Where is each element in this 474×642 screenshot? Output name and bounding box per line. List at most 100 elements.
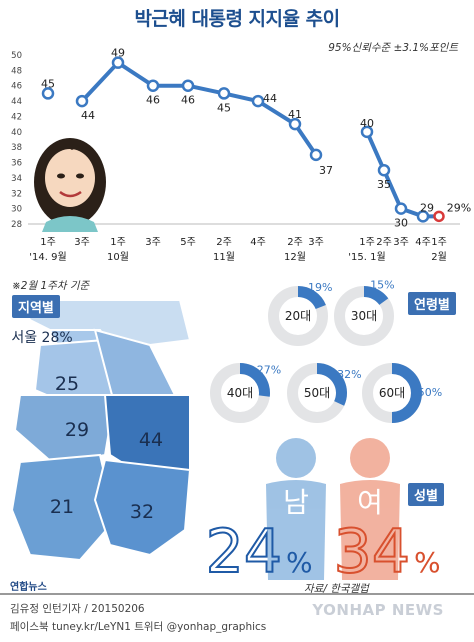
data-point	[251, 94, 265, 108]
female-unit: %	[414, 546, 441, 579]
x-tick-label: 5주	[180, 237, 196, 248]
data-point	[111, 56, 125, 69]
y-tick-label: 30	[11, 205, 22, 215]
male-figure	[266, 438, 326, 580]
social-links: 페이스북 tuney.kr/LeYN1 트위터 @yonhap_graphics	[10, 621, 267, 633]
watermark: YONHAP NEWS	[312, 601, 444, 619]
region-value-label: 44	[139, 429, 163, 451]
data-point	[75, 94, 89, 108]
region-value-label: 서울 28%	[11, 330, 72, 346]
data-label: 44	[81, 109, 95, 122]
age-value-label: 15%	[370, 279, 394, 292]
x-tick-label: 3주	[393, 237, 409, 248]
data-point	[377, 163, 391, 177]
x-tick-sublabel: 11월	[213, 251, 235, 263]
data-label: 35	[377, 178, 391, 191]
y-tick-label: 40	[11, 128, 22, 138]
y-tick-label: 42	[11, 112, 22, 122]
data-label: 45	[217, 101, 231, 114]
data-label: 40	[360, 117, 374, 130]
region-value-label: 25	[55, 373, 79, 395]
donut-slice	[363, 286, 389, 306]
x-tick-sublabel: '14. 9월	[29, 251, 66, 263]
korea-region-map	[10, 299, 192, 562]
donut-slice	[297, 286, 326, 310]
age-category-label: 60대	[379, 386, 405, 400]
donut-hole	[346, 298, 382, 334]
x-tick-label: 2주	[376, 237, 392, 248]
x-tick-label: 1주	[40, 237, 56, 248]
age-section-label: 연령별	[408, 292, 456, 315]
x-tick-sublabel: '15. 1월	[348, 251, 385, 263]
x-tick-label: 1주	[359, 237, 375, 248]
donut-slice	[391, 363, 422, 423]
x-tick-label: 3주	[308, 237, 324, 248]
male-label: 남	[283, 486, 309, 519]
data-point	[394, 202, 408, 215]
byline: 김유정 인턴기자 / 20150206	[10, 603, 145, 615]
data-point	[433, 210, 445, 223]
x-tick-label: 2주	[216, 237, 232, 248]
y-tick-label: 48	[11, 66, 22, 76]
y-tick-label: 34	[11, 174, 22, 184]
age-category-label: 40대	[227, 386, 253, 400]
y-tick-label: 28	[11, 220, 22, 230]
donut-slice	[316, 363, 347, 406]
page-title: 박근혜 대통령 지지율 추이	[134, 8, 340, 30]
data-point	[217, 87, 231, 100]
donut-hole	[374, 375, 410, 411]
female-label: 여	[357, 486, 383, 519]
data-label: 46	[146, 94, 160, 107]
female-figure	[340, 438, 400, 580]
confidence-note: 95%신뢰수준 ±3.1%포인트	[328, 42, 458, 54]
gender-section-label: 성별	[408, 483, 444, 506]
data-point	[416, 210, 430, 223]
male-value: 24	[206, 517, 282, 587]
x-tick-sublabel: 10월	[107, 251, 129, 263]
donut-slice	[239, 363, 270, 397]
data-label: 29	[420, 201, 434, 214]
y-tick-label: 36	[11, 159, 22, 169]
y-tick-label: 46	[11, 82, 22, 92]
x-tick-label: 4주	[415, 237, 431, 248]
male-unit: %	[286, 546, 313, 579]
baseline-note: ※2월 1주차 기준	[12, 280, 90, 292]
series-line	[80, 60, 318, 156]
x-tick-label: 1주	[431, 237, 447, 248]
age-value-label: 32%	[337, 368, 361, 381]
data-point	[41, 87, 55, 100]
age-category-label: 50대	[304, 386, 330, 400]
data-point	[181, 79, 195, 92]
donut-hole	[299, 375, 335, 411]
y-tick-label: 38	[11, 143, 22, 153]
data-point	[360, 125, 374, 139]
data-point	[309, 148, 323, 162]
age-value-label: 50%	[418, 386, 442, 399]
source-note: 자료/ 한국갤럽	[304, 583, 369, 595]
y-tick-label: 32	[11, 189, 22, 199]
age-value-label: 27%	[257, 364, 281, 377]
portrait-illustration	[34, 138, 106, 232]
age-category-label: 20대	[285, 309, 311, 323]
x-tick-label: 4주	[250, 237, 266, 248]
data-label: 29%	[447, 201, 471, 214]
data-label: 44	[263, 92, 277, 105]
region-value-label: 21	[50, 496, 74, 518]
data-label: 49	[111, 47, 125, 60]
data-point	[146, 79, 160, 92]
x-tick-sublabel: 12월	[284, 251, 306, 263]
x-tick-label: 2주	[287, 237, 303, 248]
region-value-label: 29	[65, 419, 89, 441]
data-label: 45	[41, 77, 55, 90]
x-tick-sublabel: 2월	[431, 251, 447, 263]
data-label: 37	[319, 164, 333, 177]
x-tick-label: 1주	[110, 237, 126, 248]
x-tick-label: 3주	[145, 237, 161, 248]
data-label: 46	[181, 94, 195, 107]
yonhap-logo: 연합뉴스	[10, 582, 47, 593]
region-section-label: 지역별	[12, 295, 60, 318]
donut-hole	[222, 375, 258, 411]
donut-hole	[280, 298, 316, 334]
data-point	[288, 117, 302, 131]
